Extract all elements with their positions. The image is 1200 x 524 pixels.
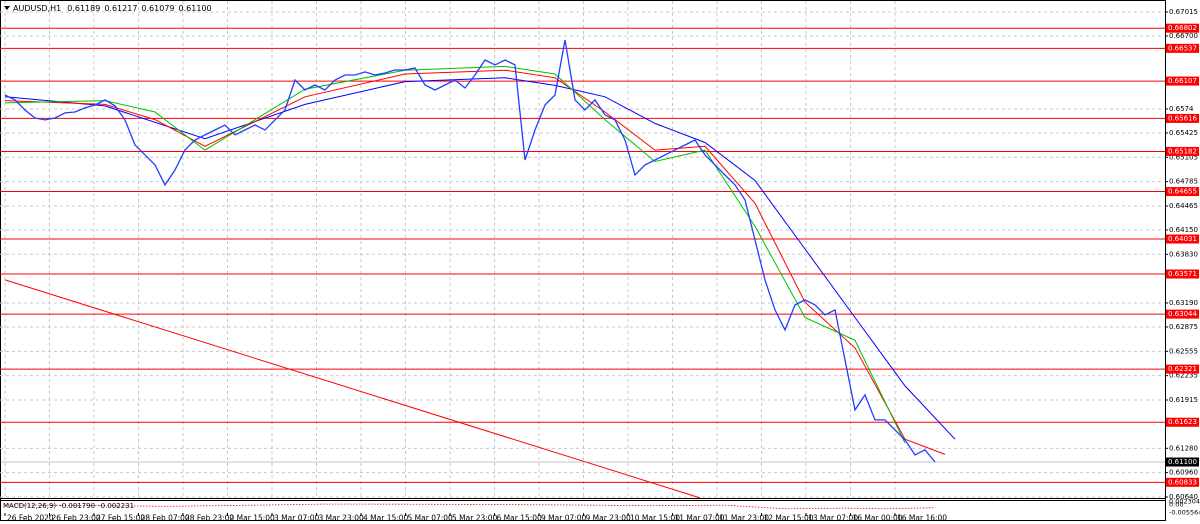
level-price-box [1166, 187, 1199, 197]
y-tick-label: 0.64785 [1169, 178, 1198, 186]
y-tick-label: 0.60960 [1169, 469, 1198, 477]
level-price-box [1166, 43, 1199, 53]
x-tick-label: 11 Mar 07:00 [675, 514, 725, 523]
x-tick-label: 12 Mar 15:00 [764, 514, 814, 523]
level-price-label: 0.62321 [1168, 365, 1197, 373]
x-tick-label: 28 Feb 07:00 [141, 514, 190, 523]
level-price-box [1166, 477, 1199, 487]
y-tick-label: 0.63190 [1169, 299, 1198, 307]
y-tick-label: 0.60640 [1169, 493, 1198, 501]
y-tick-label: 0.64150 [1169, 226, 1198, 234]
x-tick-label: 28 Feb 23:00 [185, 514, 234, 523]
frame [0, 0, 1166, 521]
x-tick-label: 3 Mar 07:00 [274, 514, 320, 523]
chart-title: AUDUSD,H1 [13, 4, 61, 13]
macd-title: MACD(12,26,9) [3, 502, 56, 510]
level-price-label: 0.61623 [1168, 418, 1197, 426]
moving-average [4, 65, 906, 444]
trend-line [4, 279, 701, 499]
plot-layer [0, 1, 1165, 510]
macd-signal [4, 503, 936, 510]
y-tick-label: 0.65105 [1169, 153, 1198, 161]
y-tick-label: 0.6574 [1169, 105, 1194, 113]
y-tick-label: 0.66700 [1169, 32, 1198, 40]
y-tick-label: 0.63830 [1169, 250, 1198, 258]
y-tick-label: 0.61280 [1169, 444, 1198, 452]
x-tick-label: 2 Mar 15:00 [230, 514, 276, 523]
current-price-box [1166, 457, 1199, 467]
level-price-label: 0.66802 [1168, 24, 1197, 32]
level-price-label: 0.65616 [1168, 114, 1197, 122]
x-tick-label: 6 Mar 15:00 [497, 514, 543, 523]
x-tick-label: 13 Mar 07:00 [808, 514, 858, 523]
level-price-label: 0.64031 [1168, 235, 1197, 243]
header-value: 0.61217 [104, 4, 137, 13]
header-value: 0.61100 [179, 4, 212, 13]
level-price-box [1166, 309, 1199, 319]
moving-average [4, 69, 946, 455]
level-price-label: 0.65182 [1168, 147, 1197, 155]
x-tick-label: 27 Feb 15:00 [96, 514, 145, 523]
x-tick-label: 9 Mar 07:00 [541, 514, 587, 523]
macd-tick-label: 0.002304 [1169, 497, 1200, 505]
macd-tick-label: -0.005564 [1169, 508, 1200, 516]
level-price-box [1166, 76, 1199, 86]
moving-average [4, 77, 956, 440]
y-tick-label: 0.61915 [1169, 396, 1198, 404]
level-price-label: 0.63044 [1168, 310, 1197, 318]
level-price-box [1166, 146, 1199, 156]
x-tick-label: 9 Mar 23:00 [586, 514, 632, 523]
header-value: 0.61189 [67, 4, 100, 13]
x-tick-label: 16 Mar 16:00 [897, 514, 947, 523]
x-tick-label: 26 Feb 23:00 [52, 514, 101, 523]
x-tick-label: 4 Mar 15:00 [363, 514, 409, 523]
price-line [4, 39, 936, 463]
header-value: 0.61079 [141, 4, 174, 13]
y-tick-label: 0.67015 [1169, 8, 1198, 16]
level-price-box [1166, 113, 1199, 123]
current-price-label: 0.61100 [1168, 458, 1197, 466]
level-price-label: 0.66107 [1168, 77, 1197, 85]
x-tick-label: 16 Mar 00:00 [853, 514, 903, 523]
level-price-label: 0.60833 [1168, 478, 1197, 486]
level-price-box [1166, 364, 1199, 374]
macd-tick-label: 0.00 [1169, 501, 1183, 509]
level-price-box [1166, 23, 1199, 33]
level-price-box [1166, 234, 1199, 244]
x-tick-label: 11 Mar 23:00 [719, 514, 769, 523]
level-price-label: 0.64655 [1168, 188, 1197, 196]
y-tick-label: 0.62235 [1169, 372, 1198, 380]
level-price-box [1166, 269, 1199, 279]
level-price-box [1166, 417, 1199, 427]
x-tick-label: 5 Mar 07:00 [408, 514, 454, 523]
x-tick-label: 10 Mar 15:00 [630, 514, 680, 523]
y-tick-label: 0.62555 [1169, 347, 1198, 355]
x-tick-label: 3 Mar 23:00 [319, 514, 365, 523]
y-tick-label: 0.64465 [1169, 202, 1198, 210]
macd-main-value: -0.001790 [59, 502, 95, 510]
y-tick-label: 0.65425 [1169, 129, 1198, 137]
macd-signal-value: -0.002231 [98, 502, 134, 510]
level-price-label: 0.63571 [1168, 270, 1197, 278]
level-price-label: 0.66537 [1168, 44, 1197, 52]
y-tick-label: 0.62875 [1169, 323, 1198, 331]
x-tick-label: 5 Mar 23:00 [452, 514, 498, 523]
x-tick-label: 26 Feb 2020 [7, 514, 54, 523]
